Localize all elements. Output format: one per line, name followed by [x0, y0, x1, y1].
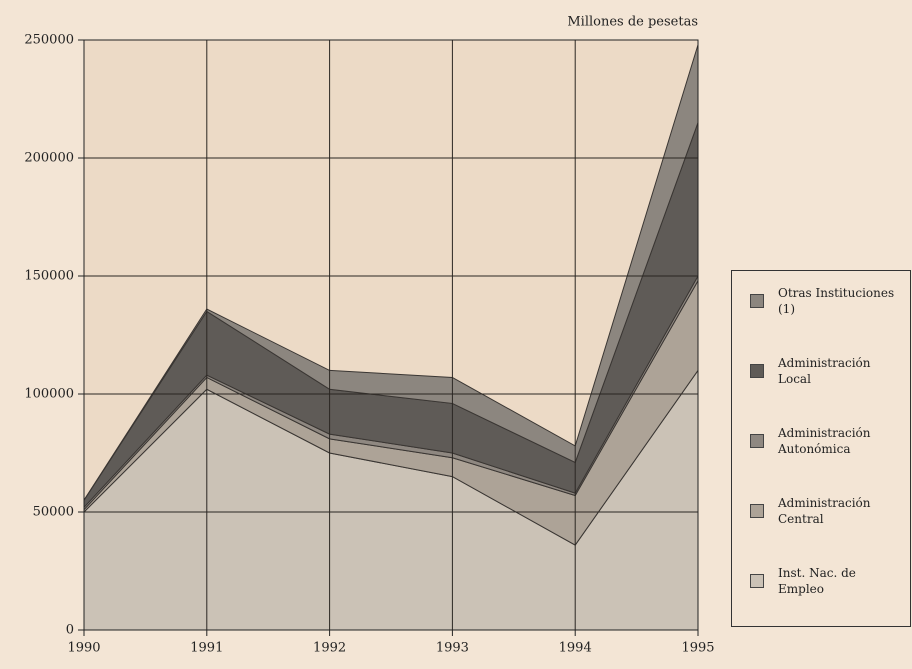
legend-label: Administración Local — [778, 356, 871, 386]
legend-label: Inst. Nac. de Empleo — [778, 566, 856, 596]
x-tick-label: 1993 — [436, 641, 469, 656]
y-tick-label: 150000 — [24, 269, 74, 284]
y-tick-label: 0 — [66, 623, 74, 638]
legend-item: Otras Instituciones (1) — [750, 285, 910, 317]
y-tick-label: 50000 — [33, 505, 74, 520]
x-tick-label: 1992 — [313, 641, 346, 656]
legend-item: Administración Central — [750, 495, 910, 527]
legend-label: Administración Central — [778, 496, 871, 526]
legend-swatch — [750, 434, 764, 448]
legend-item: Inst. Nac. de Empleo — [750, 565, 910, 597]
legend: Inst. Nac. de Empleo Administración Centr… — [731, 270, 911, 627]
x-tick-label: 1991 — [190, 641, 223, 656]
x-tick-label: 1995 — [681, 641, 714, 656]
plot-border — [83, 39, 699, 631]
legend-label: Administración Autonómica — [778, 426, 871, 456]
x-tick-label: 1994 — [559, 641, 592, 656]
legend-item: Administración Local — [750, 355, 910, 387]
legend-swatch — [750, 504, 764, 518]
y-tick-label: 100000 — [24, 387, 74, 402]
legend-swatch — [750, 294, 764, 308]
legend-label: Otras Instituciones (1) — [778, 286, 895, 316]
legend-swatch — [750, 574, 764, 588]
unit-label: Millones de pesetas — [567, 15, 698, 30]
y-tick-label: 250000 — [24, 33, 74, 48]
x-tick-label: 1990 — [67, 641, 100, 656]
legend-item: Administración Autonómica — [750, 425, 910, 457]
legend-swatch — [750, 364, 764, 378]
y-tick-label: 200000 — [24, 151, 74, 166]
